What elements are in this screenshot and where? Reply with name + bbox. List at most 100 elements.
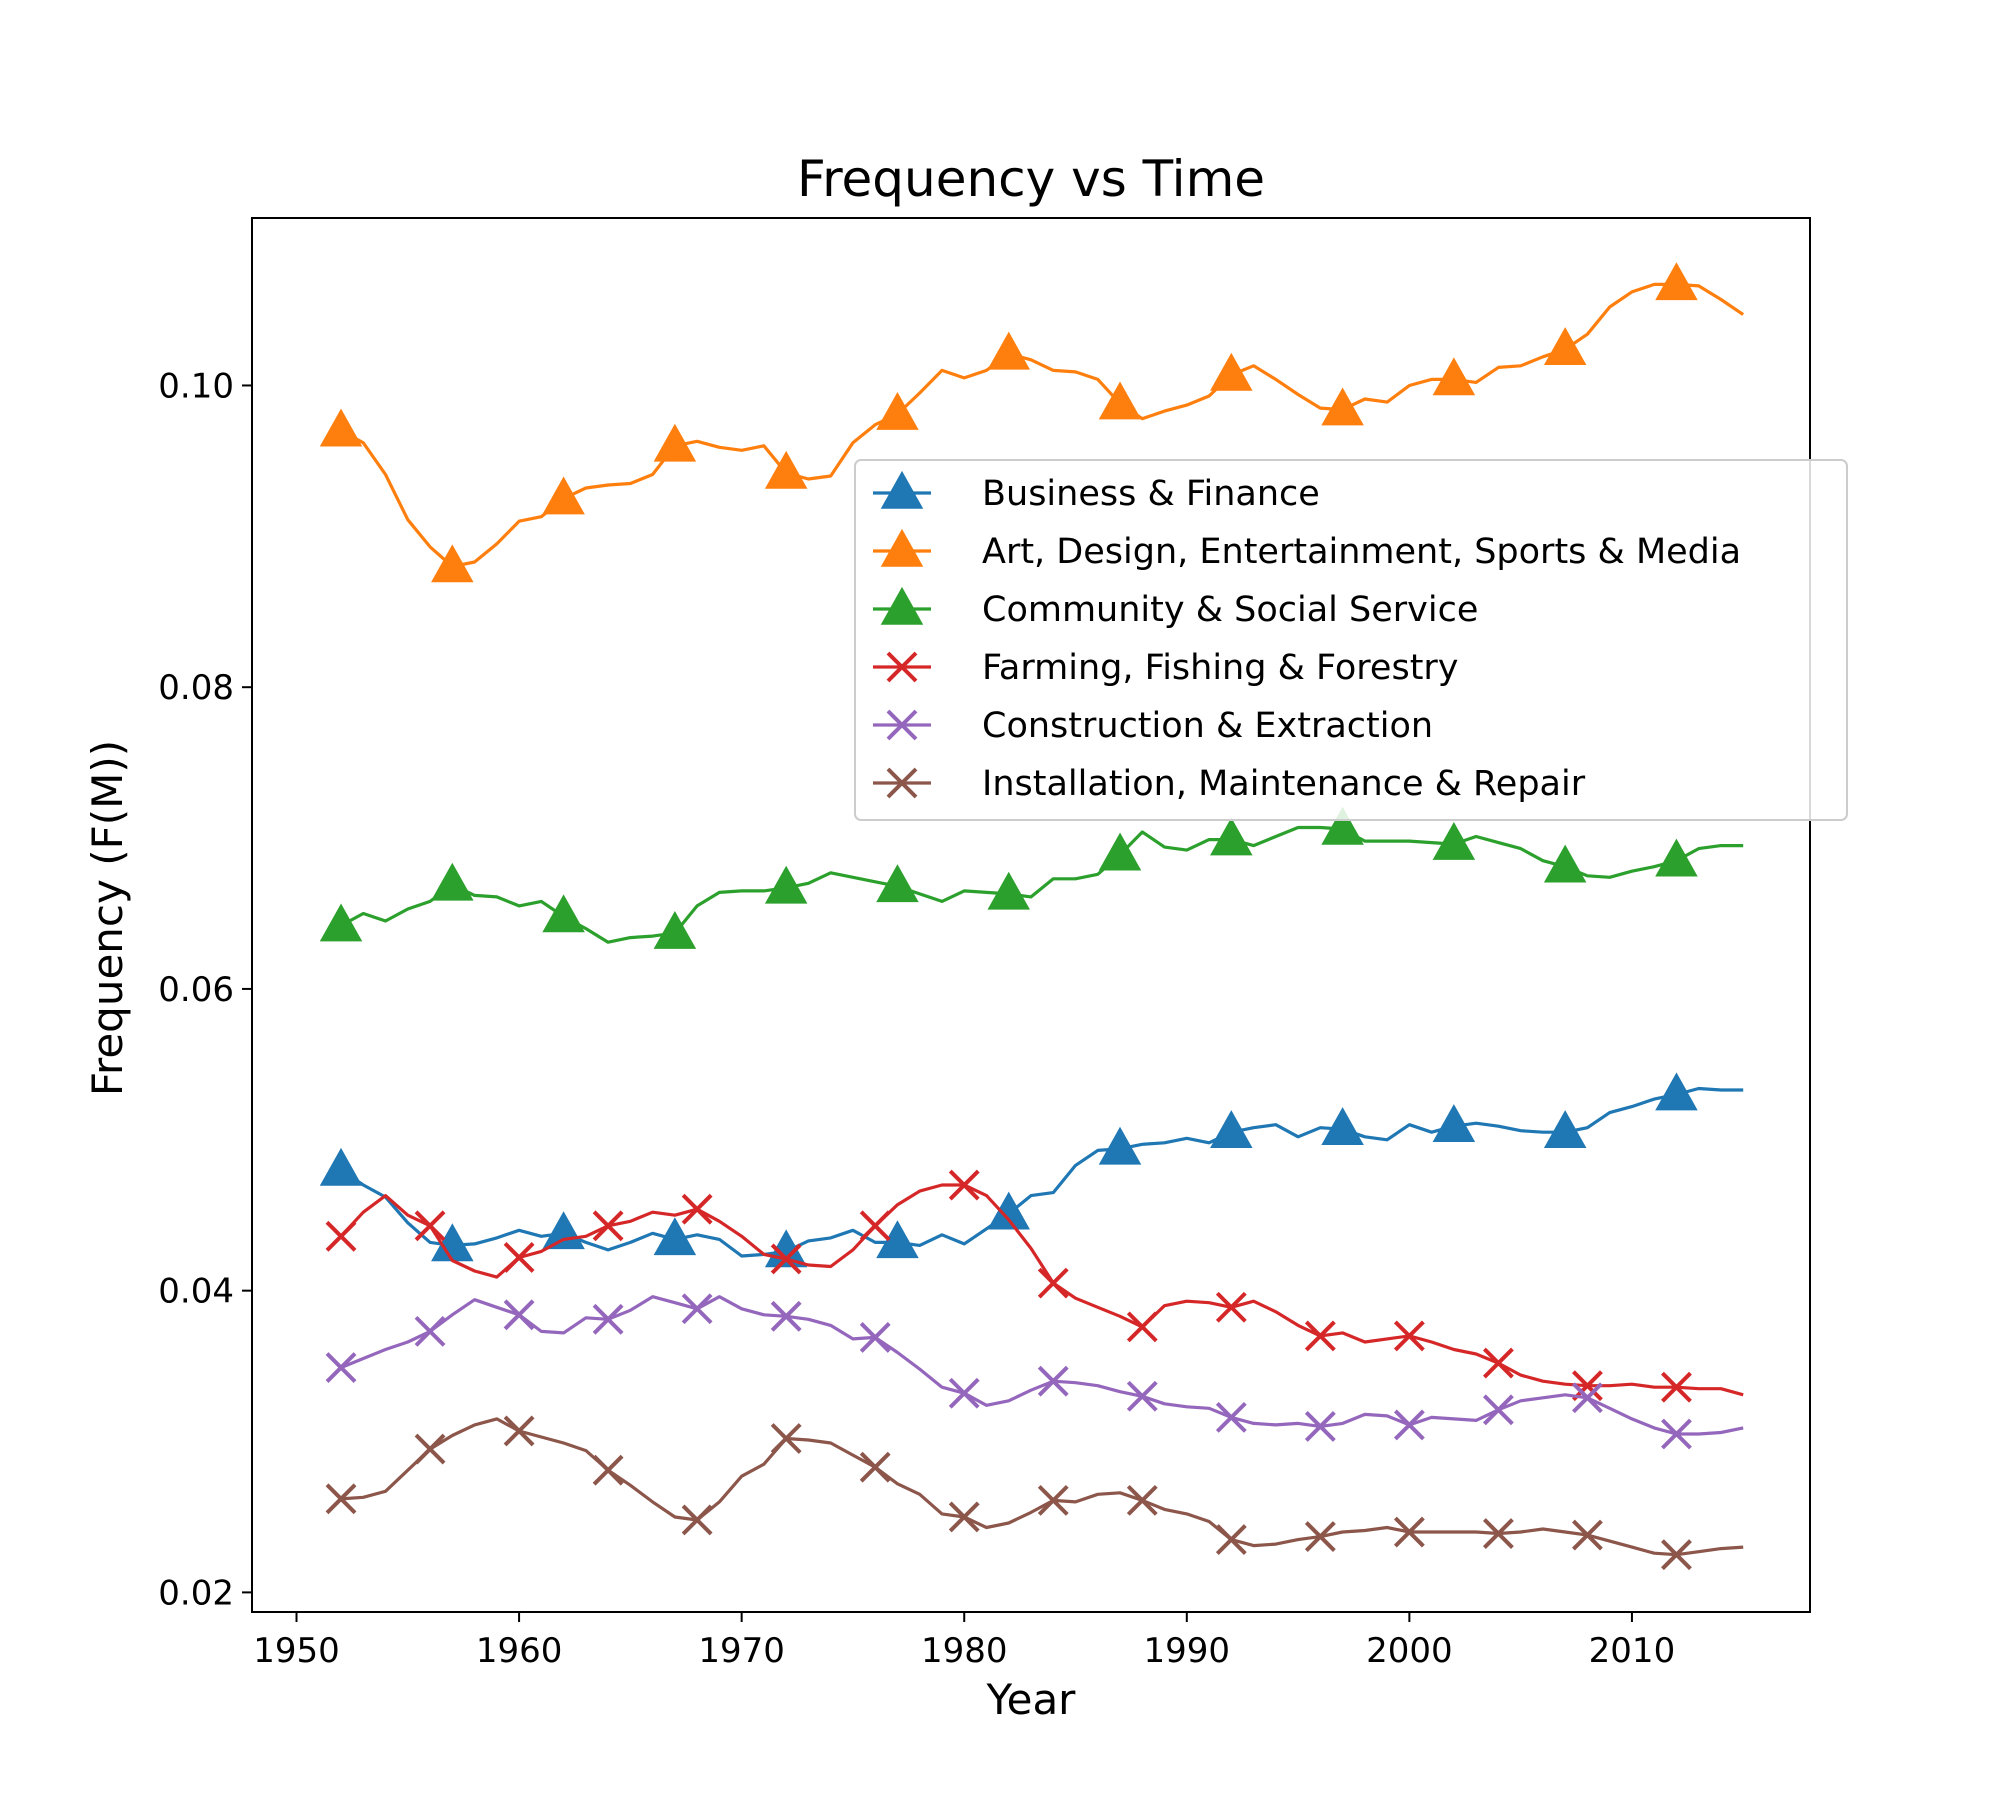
series-2 [319,262,1745,583]
data-point-marker [1543,1110,1587,1149]
data-point-marker [653,423,697,462]
data-point-marker [1215,1524,1247,1555]
data-point-marker-stroke-b [1126,1484,1158,1516]
data-point-marker [1037,1267,1069,1299]
data-point-marker-stroke-b [414,1210,446,1242]
data-point-marker [653,911,697,949]
data-point-marker [1037,1365,1069,1397]
data-point-marker [1210,1110,1253,1149]
data-point-marker [431,544,474,583]
data-point-marker-stroke-b [948,1501,980,1533]
data-point-marker [542,476,585,515]
data-point-marker [1126,1380,1158,1412]
data-point-marker [1321,806,1364,845]
data-point-marker [1098,832,1142,871]
data-point-marker [1304,1320,1336,1352]
data-point-marker [1655,1072,1698,1111]
data-point-marker-stroke-b [1572,1519,1603,1551]
data-point-marker [503,1242,535,1273]
data-point-marker [592,1210,624,1242]
data-point-marker-stroke-b [1037,1365,1069,1397]
data-point-marker-stroke-b [1304,1411,1336,1442]
data-point-marker [764,450,808,489]
legend-marker-stroke-b [886,767,918,799]
data-point-marker [1098,381,1142,420]
series-line-6 [340,1417,1744,1557]
data-point-marker-stroke-b [1572,1382,1603,1414]
series-line-2 [340,282,1745,569]
data-point-marker [948,1501,980,1533]
legend-label: Community & Social Service [982,590,1478,630]
data-point-marker [1661,1418,1692,1450]
series-4 [325,1169,1744,1403]
x-tick-label: 1950 [253,1631,340,1671]
data-point-marker [1655,838,1698,877]
legend-marker [886,767,918,799]
legend-label: Business & Finance [982,474,1320,514]
data-point-marker [681,1293,713,1325]
data-point-marker-stroke-b [770,1423,802,1454]
data-point-marker-stroke-b [592,1454,624,1486]
data-point-marker [1304,1411,1336,1442]
series-line-5 [340,1295,1744,1436]
data-point-marker [1482,1394,1514,1426]
data-point-marker [653,1217,697,1256]
data-point-marker [1482,1347,1514,1379]
data-point-marker [1543,844,1587,883]
data-point-marker [319,408,363,447]
data-point-marker [1393,1320,1425,1352]
data-point-marker-stroke-b [325,1483,357,1515]
data-point-marker [592,1303,624,1335]
data-point-marker [876,864,919,903]
data-point-marker-stroke-b [859,1322,891,1353]
y-axis-label: Frequency (F(M)) [83,740,132,1096]
data-point-marker-stroke-b [592,1303,624,1335]
data-point-marker-stroke-b [1661,1418,1692,1450]
y-tick-label: 0.04 [158,1272,234,1312]
data-point-marker [503,1299,535,1331]
x-axis-label: Year [986,1675,1077,1724]
data-point-marker [1572,1519,1603,1551]
data-point-marker [414,1433,446,1465]
data-point-marker-stroke-b [1393,1409,1425,1441]
data-point-marker-stroke-b [681,1193,713,1225]
data-point-marker [1210,352,1253,391]
data-point-marker-stroke-b [1661,1371,1692,1403]
data-point-marker-stroke-b [325,1352,357,1384]
x-tick-label: 1990 [1144,1631,1231,1671]
plot-frame [251,217,1811,1613]
data-point-marker [1482,1518,1514,1549]
data-point-marker-stroke-b [1304,1521,1336,1552]
data-point-marker [1393,1516,1425,1548]
data-point-marker-stroke-b [325,1220,357,1252]
data-point-marker-stroke-b [1482,1394,1514,1426]
data-point-marker [859,1451,891,1483]
data-point-marker [431,862,474,901]
plot-area [319,262,1745,1571]
legend-label: Farming, Fishing & Forestry [982,648,1459,688]
data-point-marker [1543,327,1587,366]
data-point-marker [1210,817,1253,856]
legend-box [854,459,1848,821]
data-point-marker [1215,1401,1247,1433]
data-point-marker [1572,1382,1603,1414]
data-point-marker [1432,357,1476,396]
data-point-marker [414,1210,446,1242]
series-5 [325,1293,1744,1450]
data-point-marker-stroke-b [414,1315,446,1347]
data-point-marker [1304,1521,1336,1552]
data-point-marker [948,1377,980,1409]
data-point-marker [325,1352,357,1384]
data-point-marker [987,331,1030,370]
legend-marker-stroke-b [886,651,918,683]
y-tick-label: 0.08 [158,668,234,708]
data-point-marker [542,894,585,933]
data-point-marker [325,1483,357,1515]
data-point-marker-stroke-b [1482,1518,1514,1549]
data-point-marker-stroke-b [1126,1311,1158,1343]
data-point-marker-stroke-b [681,1293,713,1325]
data-point-marker-stroke-b [1661,1539,1692,1571]
data-point-marker [681,1193,713,1225]
data-point-marker [1037,1484,1069,1516]
